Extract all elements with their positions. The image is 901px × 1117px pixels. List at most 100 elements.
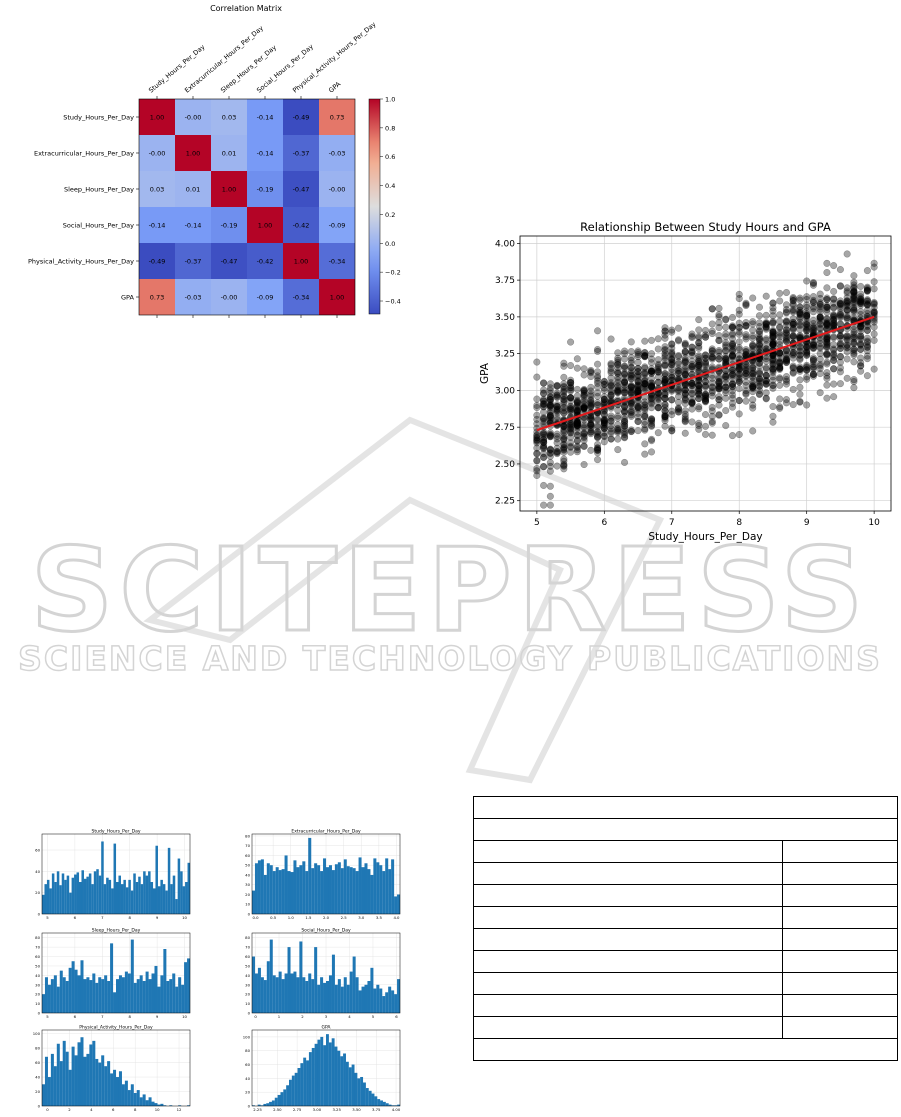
scatter-point (789, 332, 797, 340)
scatter-point (816, 320, 824, 328)
scatter-point (641, 421, 649, 429)
scatter-point (749, 372, 757, 380)
histogram-bar (175, 986, 179, 1013)
heatmap-cell (283, 207, 319, 243)
scatter-point (675, 353, 683, 361)
histogram-bar (254, 973, 258, 1013)
scatter-point (803, 327, 811, 335)
scatter-point (668, 371, 676, 379)
scatter-point (803, 325, 811, 333)
histogram-frame (251, 833, 401, 915)
histogram-bar (296, 977, 300, 1013)
scatter-point (715, 355, 723, 363)
scatter-point (762, 319, 770, 327)
histogram-bar (157, 886, 161, 914)
scatter-point (823, 336, 831, 344)
scatter-point (769, 418, 777, 426)
scatter-point (782, 359, 790, 367)
scatter-point (857, 332, 865, 340)
histogram-x-tick-label: 2.50 (273, 1107, 282, 1112)
scatter-point (661, 395, 669, 403)
scatter-point (803, 348, 811, 356)
scatter-y-tick-label: 2.50 (495, 460, 515, 470)
histogram-bar (130, 939, 134, 1013)
scatter-point (749, 401, 757, 409)
scatter-point (621, 377, 629, 385)
heatmap-cell-value: -0.42 (293, 222, 310, 230)
histogram-x-tick-label: 2.25 (253, 1107, 262, 1112)
heatmap-y-label: GPA (121, 294, 135, 302)
scatter-point (809, 299, 817, 307)
histogram-bar (153, 888, 156, 914)
heatmap-cell (139, 243, 175, 279)
scatter-point (600, 424, 608, 432)
histogram-bar (64, 879, 67, 914)
scatter-point (701, 331, 709, 339)
scatter-point (836, 368, 844, 376)
histogram-bar (272, 975, 276, 1013)
scatter-point (587, 428, 595, 436)
scatter-point (546, 449, 554, 457)
scatter-point (722, 379, 730, 387)
histogram-bar (385, 1103, 389, 1106)
scatter-point (681, 369, 689, 377)
scatter-point (641, 377, 649, 385)
scatter-point (715, 383, 723, 391)
scatter-point (769, 328, 777, 336)
histogram-title: Sleep_Hours_Per_Day (92, 928, 141, 934)
scatter-point (695, 381, 703, 389)
scatter-point (627, 384, 635, 392)
scatter-point (857, 301, 865, 309)
scatter-point (816, 365, 824, 373)
scatter-point (708, 418, 716, 426)
scatter-point (573, 355, 581, 363)
scatter-point (614, 360, 622, 368)
scatter-point (850, 278, 858, 286)
scatter-point (567, 386, 575, 394)
scatter-point (695, 339, 703, 347)
scatter-point (843, 250, 851, 258)
table-cell (782, 994, 898, 1017)
scatter-point (755, 382, 763, 390)
histogram-bar (86, 876, 89, 914)
scatter-point (843, 311, 851, 319)
scatter-point (580, 391, 588, 399)
scatter-point (857, 323, 865, 331)
scatter-point (850, 296, 858, 304)
heatmap-cell-value: 1.00 (330, 294, 344, 302)
scatter-point (654, 429, 662, 437)
scatter-point (850, 283, 858, 291)
scatter-point (567, 420, 575, 428)
scatter-point (708, 389, 716, 397)
scatter-point (830, 365, 838, 373)
scatter-point (863, 287, 871, 295)
scatter-point (776, 359, 784, 367)
scatter-point (573, 419, 581, 427)
scatter-point (567, 406, 575, 414)
scatter-point (735, 324, 743, 332)
scatter-point (762, 323, 770, 331)
scatter-point (776, 374, 784, 382)
histogram-bar (348, 1067, 352, 1106)
scatter-point (594, 449, 602, 457)
histogram-bar (331, 954, 335, 1013)
scatter-point (728, 394, 736, 402)
histogram-y-tick-label: 20 (245, 1090, 250, 1095)
scatter-point (540, 399, 548, 407)
scatter-point (621, 347, 629, 355)
histogram-y-tick-label: 40 (35, 869, 40, 874)
scatter-point (695, 356, 703, 364)
scatter-point (688, 389, 696, 397)
histogram-bar (187, 1105, 191, 1106)
scatter-point (600, 419, 608, 427)
scatter-point (560, 423, 568, 431)
scatter-point (769, 340, 777, 348)
scatter-point (641, 349, 649, 357)
scatter-point (728, 345, 736, 353)
scatter-point (648, 383, 656, 391)
scatter-point (863, 297, 871, 305)
scatter-point (540, 397, 548, 405)
scatter-point (675, 405, 683, 413)
scatter-point (735, 364, 743, 372)
